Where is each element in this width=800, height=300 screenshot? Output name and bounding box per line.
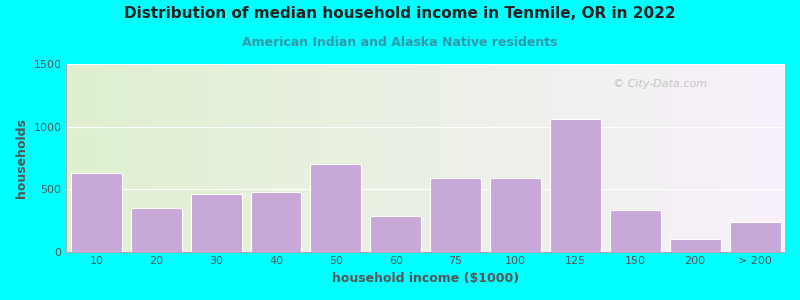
Bar xyxy=(550,119,601,252)
Y-axis label: households: households xyxy=(15,118,28,198)
Bar xyxy=(490,178,541,252)
Bar xyxy=(190,194,242,252)
Text: American Indian and Alaska Native residents: American Indian and Alaska Native reside… xyxy=(242,36,558,49)
Text: © City-Data.com: © City-Data.com xyxy=(613,79,706,89)
Bar xyxy=(370,216,422,252)
X-axis label: household income ($1000): household income ($1000) xyxy=(332,272,519,285)
Bar xyxy=(310,164,362,252)
Bar xyxy=(71,173,122,252)
Bar xyxy=(250,192,302,252)
Bar xyxy=(430,178,481,252)
Bar xyxy=(610,210,661,252)
Bar xyxy=(730,222,781,252)
Text: Distribution of median household income in Tenmile, OR in 2022: Distribution of median household income … xyxy=(124,6,676,21)
Bar xyxy=(670,239,721,252)
Bar xyxy=(130,208,182,252)
